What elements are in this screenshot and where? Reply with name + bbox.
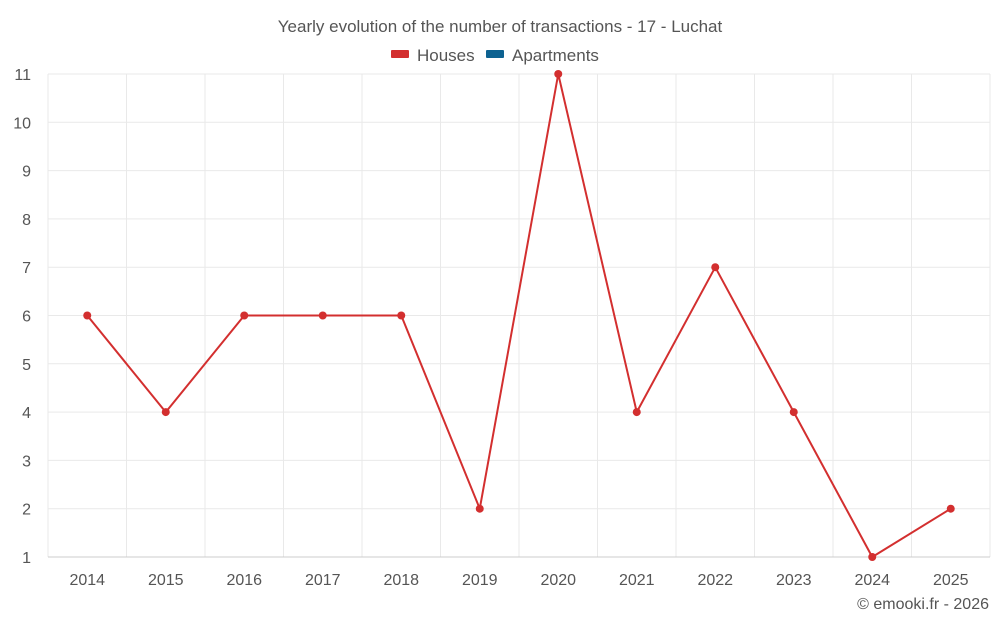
x-tick-label: 2017 <box>305 572 341 589</box>
x-axis-ticks: 2014 2015 2016 2017 2018 2019 2020 2021 2022 2023… <box>69 572 968 589</box>
data-point[interactable] <box>318 311 327 320</box>
x-tick-label: 2021 <box>619 572 655 589</box>
y-tick-label: 4 <box>22 405 31 422</box>
y-tick-label: 8 <box>22 212 31 229</box>
y-tick-label: 11 <box>14 67 31 84</box>
y-axis-ticks: 1 2 3 4 5 6 7 8 9 10 11 <box>13 67 31 567</box>
y-tick-label: 3 <box>22 453 31 470</box>
data-point[interactable] <box>554 70 563 78</box>
x-tick-label: 2025 <box>933 572 969 589</box>
x-tick-label: 2018 <box>383 572 419 589</box>
y-tick-label: 7 <box>22 260 31 277</box>
legend-swatch-houses[interactable] <box>391 50 409 58</box>
data-point[interactable] <box>789 408 798 417</box>
legend: Houses Apartments <box>391 46 599 65</box>
x-tick-label: 2024 <box>854 572 890 589</box>
data-point[interactable] <box>868 553 877 561</box>
data-point[interactable] <box>83 311 92 320</box>
y-tick-label: 10 <box>13 115 31 132</box>
grid <box>47 73 991 557</box>
series-houses <box>83 70 955 561</box>
credit-text: © emooki.fr - 2026 <box>857 596 989 613</box>
data-point[interactable] <box>161 408 170 417</box>
x-tick-label: 2020 <box>540 572 576 589</box>
x-tick-label: 2014 <box>69 572 105 589</box>
x-tick-label: 2023 <box>776 572 812 589</box>
chart-title: Yearly evolution of the number of transa… <box>278 17 723 36</box>
series-line-houses <box>86 73 952 558</box>
y-tick-label: 5 <box>22 357 31 374</box>
data-point[interactable] <box>711 263 720 272</box>
legend-swatch-apartments[interactable] <box>486 50 504 58</box>
data-point[interactable] <box>397 311 406 320</box>
x-tick-label: 2022 <box>697 572 733 589</box>
data-point[interactable] <box>240 311 249 320</box>
y-tick-label: 2 <box>22 502 31 519</box>
data-point[interactable] <box>946 504 955 513</box>
y-tick-label: 6 <box>22 309 31 326</box>
data-point[interactable] <box>632 408 641 417</box>
x-tick-label: 2019 <box>462 572 498 589</box>
y-tick-label: 1 <box>22 550 31 567</box>
legend-label-apartments[interactable]: Apartments <box>512 46 599 65</box>
data-point[interactable] <box>475 504 484 513</box>
y-tick-label: 9 <box>22 164 31 181</box>
x-tick-label: 2016 <box>226 572 262 589</box>
legend-label-houses[interactable]: Houses <box>417 46 475 65</box>
x-tick-label: 2015 <box>148 572 184 589</box>
